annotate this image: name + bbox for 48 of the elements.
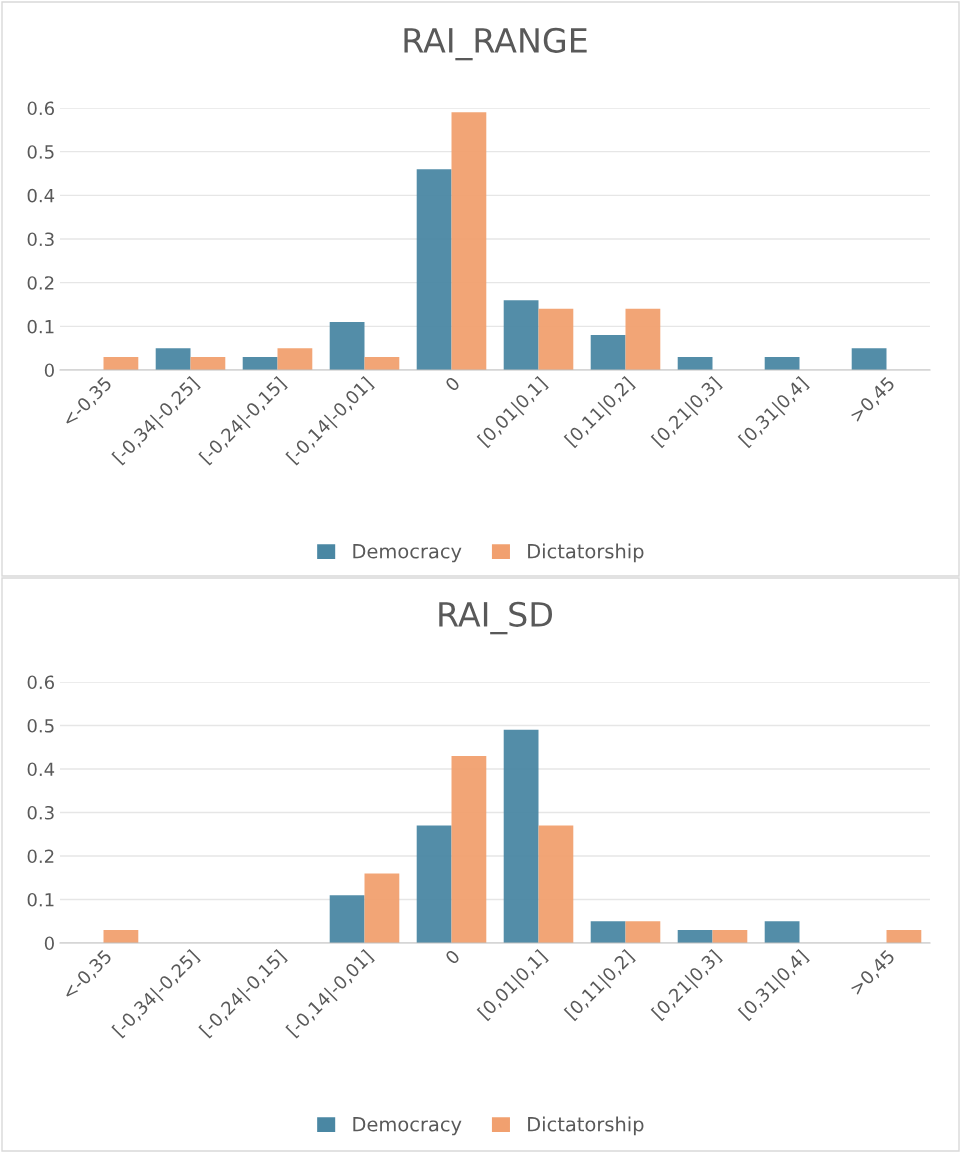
y-tick-label: 0.5 [27,145,54,159]
y-tick-label: 0.2 [27,849,54,864]
y-tick-label: 0.1 [27,319,54,334]
bar [851,348,887,370]
y-tick-label: 0.6 [27,101,54,116]
y-tick-label: 0 [44,936,54,951]
bar [538,308,574,370]
chart-title: RAI_RANGE [404,27,587,61]
y-tick-label: 0.4 [27,188,55,203]
bar [503,729,539,943]
bar [590,335,626,370]
y-tick-label: 0.1 [27,892,54,907]
bar [764,921,800,943]
bar [364,873,400,943]
y-tick-label: 0.5 [27,718,54,733]
bar [277,348,313,370]
x-tick-label: 0 [444,948,461,966]
legend-label: Democracy [353,544,462,563]
y-tick-label: 0.6 [27,675,54,690]
legend-label: Dictatorship [528,543,644,563]
bar [416,169,452,370]
y-tick-label: 0.2 [27,276,54,290]
bar [155,348,191,370]
bar [329,321,365,370]
legend-label: Democracy [353,1117,462,1136]
bar [242,356,278,370]
bar [677,356,713,370]
y-tick-label: 0 [44,363,54,378]
x-tick-label: 0 [444,375,461,393]
bar [416,825,452,943]
legend-label: Dictatorship [528,1116,644,1136]
bar [677,929,713,943]
bar [764,356,800,370]
bar [625,921,661,943]
y-tick-label: 0.3 [27,805,54,820]
bar [590,921,626,943]
bar [712,929,748,943]
bar [886,929,922,943]
bar [451,112,487,370]
bar [103,929,139,943]
bar [625,308,661,370]
bar [451,755,487,943]
y-tick-label: 0.3 [27,232,54,247]
bar [538,825,574,943]
chart-title: RAI_SD [439,601,553,635]
bar [329,895,365,943]
y-tick-label: 0.4 [27,762,55,777]
bar [503,300,539,370]
